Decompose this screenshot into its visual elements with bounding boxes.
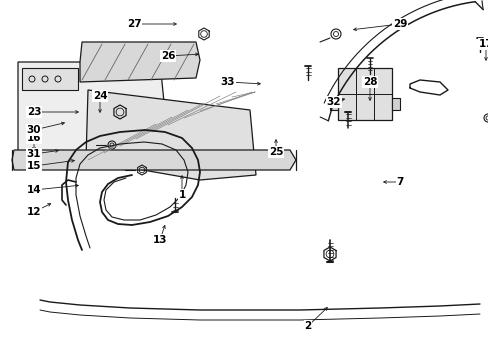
Text: 7: 7 (395, 177, 403, 187)
Polygon shape (18, 62, 170, 162)
Text: 30: 30 (27, 125, 41, 135)
Text: 24: 24 (93, 91, 107, 101)
Text: 17: 17 (478, 39, 488, 49)
Text: 1: 1 (178, 190, 185, 200)
Text: 23: 23 (27, 107, 41, 117)
Polygon shape (12, 150, 295, 170)
Text: 14: 14 (27, 185, 41, 195)
Text: 33: 33 (220, 77, 235, 87)
Bar (391, 98, 399, 110)
Text: 15: 15 (27, 161, 41, 171)
Bar (329, 98, 337, 110)
Polygon shape (80, 42, 200, 82)
Text: 32: 32 (326, 97, 341, 107)
Text: 13: 13 (152, 235, 167, 245)
Text: 31: 31 (27, 149, 41, 159)
Bar (22, 68, 78, 90)
Text: 29: 29 (392, 19, 407, 29)
Text: 2: 2 (304, 321, 311, 331)
Text: 27: 27 (126, 19, 141, 29)
Text: 16: 16 (27, 133, 41, 143)
Bar (337, 68, 391, 120)
Polygon shape (86, 90, 256, 180)
Text: 28: 28 (362, 77, 376, 87)
Text: 26: 26 (161, 51, 175, 61)
Text: 12: 12 (27, 207, 41, 217)
Text: 25: 25 (268, 147, 283, 157)
